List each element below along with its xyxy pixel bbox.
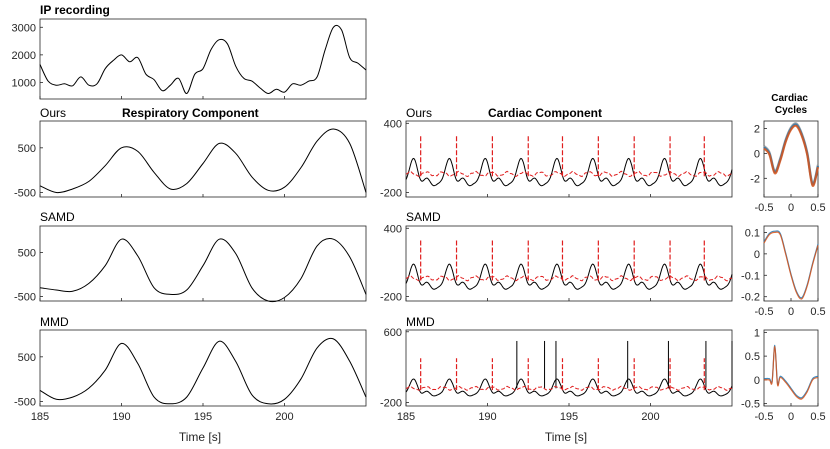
resp-title: Respiratory Component <box>122 106 259 120</box>
cyc-ours-cycle-line <box>763 124 820 187</box>
cyc-ours-ytick-label: 2 <box>754 123 760 135</box>
card-mmd-red-line <box>405 385 733 391</box>
ip-ytick-label: 3000 <box>12 22 36 34</box>
resp-ours-frame <box>39 120 367 198</box>
card-mmd-xtick-label: 195 <box>560 411 578 423</box>
card-ours-ytick-label: 400 <box>384 118 402 130</box>
resp-samd-ytick-label: -500 <box>14 292 36 304</box>
cyc-samd-xtick-label: 0 <box>788 306 794 318</box>
cyc-samd-cycle-line <box>763 231 819 300</box>
resp-mmd-label: MMD <box>40 315 69 329</box>
card-ours-ytick-label: -200 <box>380 187 402 199</box>
cyc-mmd-ytick-label: -0.5 <box>741 399 760 411</box>
resp-mmd-xtick-label: 200 <box>275 411 293 423</box>
card-samd-ytick-label: 400 <box>384 223 402 235</box>
cyc-samd-cycle-line <box>763 230 819 299</box>
ip-title: IP recording <box>40 3 110 17</box>
resp-mmd-series-line <box>39 337 367 405</box>
card-mmd-black-line <box>405 378 733 397</box>
cycles-title-line2: Cycles <box>775 105 808 116</box>
cyc-ours-xtick-label: 0 <box>788 202 794 214</box>
card-samd-red-line <box>405 274 733 282</box>
resp-mmd-ytick-label: -500 <box>14 397 36 409</box>
cyc-mmd-xtick-label: 0 <box>788 411 794 423</box>
resp-samd-frame <box>39 225 367 302</box>
cyc-ours-ytick-label: 0 <box>754 148 760 160</box>
ip-frame <box>39 18 367 100</box>
xlabel-resp: Time [s] <box>179 430 221 444</box>
card-mmd-label: MMD <box>406 315 435 329</box>
card-title: Cardiac Component <box>488 106 602 120</box>
resp-mmd-ytick-label: 500 <box>18 352 36 364</box>
cyc-ours-ytick-label: -2 <box>750 173 760 185</box>
resp-samd-series-line <box>39 238 367 303</box>
card-samd-black-line <box>405 263 733 290</box>
card-mmd-xtick-label: 200 <box>641 411 659 423</box>
cyc-mmd-ytick-label: 1 <box>754 327 760 339</box>
resp-samd-ytick-label: 500 <box>18 247 36 259</box>
card-mmd-frame <box>405 329 733 407</box>
card-ours-label: Ours <box>406 106 432 120</box>
xlabel-card: Time [s] <box>545 430 587 444</box>
cyc-samd-ytick-label: 0.1 <box>745 227 760 239</box>
cyc-mmd-xtick-label: -0.5 <box>755 411 774 423</box>
resp-ours-ytick-label: 500 <box>18 143 36 155</box>
cyc-ours-xtick-label: -0.5 <box>755 202 774 214</box>
card-mmd-ytick-label: -200 <box>380 397 402 409</box>
cyc-samd-xtick-label: 0.5 <box>810 306 825 318</box>
cycles-title-line1: Cardiac <box>771 93 808 104</box>
card-samd-frame <box>405 225 733 302</box>
cycles-title: Cardiac Cycles <box>771 93 810 116</box>
resp-mmd-xtick-label: 195 <box>194 411 212 423</box>
resp-mmd-xtick-label: 190 <box>112 411 130 423</box>
resp-ours-label: Ours <box>40 106 66 120</box>
cyc-mmd-ytick-label: 0 <box>754 375 760 387</box>
cyc-samd-ytick-label: 0 <box>754 249 760 261</box>
card-ours-frame <box>405 120 733 198</box>
cyc-mmd-ytick-label: 0.5 <box>745 351 760 363</box>
card-ours-black-line <box>405 157 733 187</box>
card-mmd-ytick-label: 600 <box>384 327 402 339</box>
cyc-samd-frame <box>763 225 819 302</box>
ip-ytick-label: 1000 <box>12 77 36 89</box>
cyc-mmd-frame <box>763 329 819 407</box>
resp-samd-label: SAMD <box>40 210 75 224</box>
resp-mmd-xtick-label: 185 <box>31 411 49 423</box>
card-mmd-xtick-label: 185 <box>397 411 415 423</box>
card-samd-label: SAMD <box>406 210 441 224</box>
resp-ours-ytick-label: -500 <box>14 188 36 200</box>
cyc-mmd-xtick-label: 0.5 <box>810 411 825 423</box>
card-mmd-xtick-label: 190 <box>478 411 496 423</box>
resp-ours-series-line <box>39 128 367 194</box>
cyc-mmd-cycle-line <box>763 345 819 400</box>
cyc-samd-xtick-label: -0.5 <box>755 306 774 318</box>
cyc-samd-ytick-label: -0.1 <box>741 270 760 282</box>
card-samd-ytick-label: -200 <box>380 291 402 303</box>
ip-series-line <box>39 24 367 94</box>
cyc-ours-xtick-label: 0.5 <box>810 202 825 214</box>
cyc-samd-ytick-label: -0.2 <box>741 292 760 304</box>
ip-ytick-label: 2000 <box>12 50 36 62</box>
